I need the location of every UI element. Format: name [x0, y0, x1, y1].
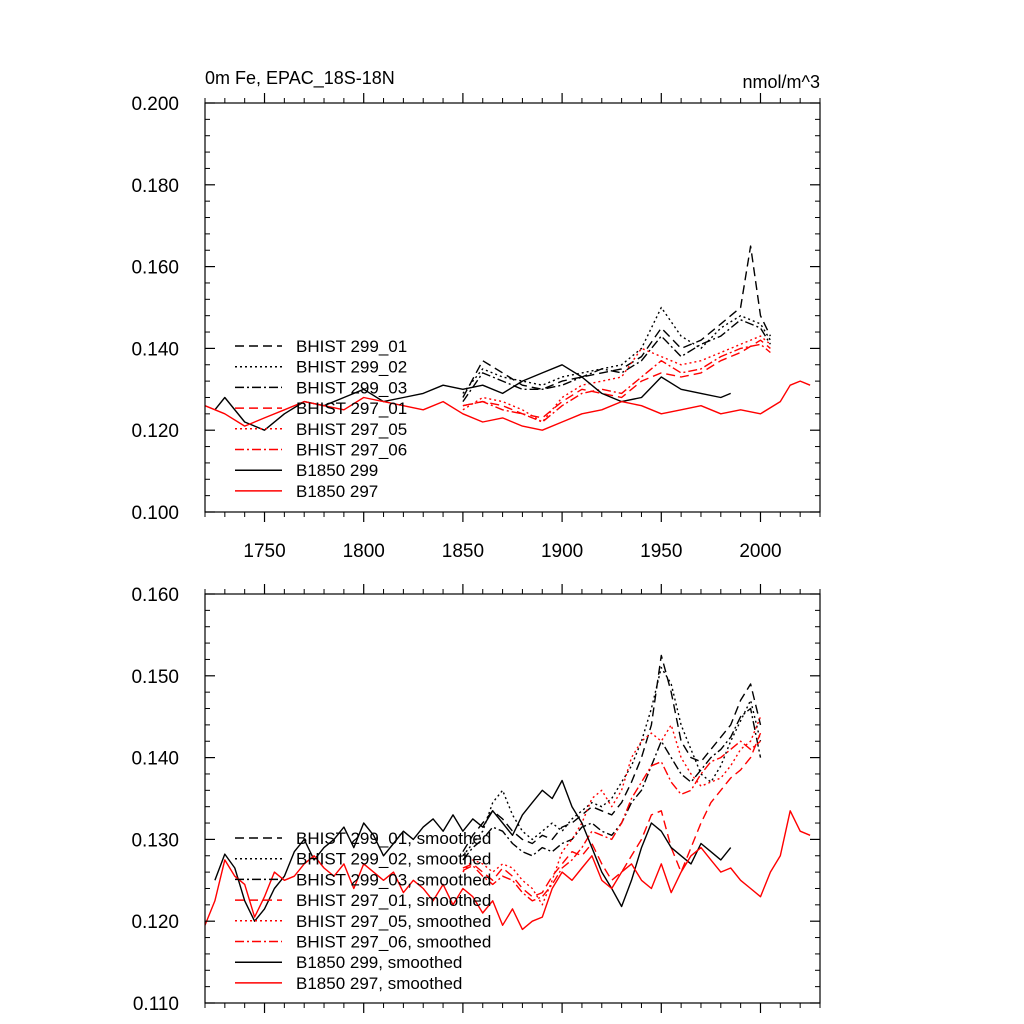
bottom-panel: 0.110 0.120 0.130 0.140 0.150 0.160 BHIST 299… — [131, 584, 821, 1015]
series-line-6 — [214, 364, 731, 431]
x-tick-label: 1900 — [541, 541, 583, 562]
legend-label-0: BHIST 299_01 — [296, 337, 407, 356]
x-tick-label: 1950 — [640, 541, 682, 562]
series-line-5 — [462, 740, 761, 902]
series-lines — [205, 245, 811, 431]
legend-label-2: BHIST 299_03, smoothed — [296, 870, 491, 889]
x-tick-label: 2000 — [739, 541, 781, 562]
y-tick-label: 0.140 — [131, 749, 179, 770]
legend-label-7: B1850 297, smoothed — [296, 974, 462, 993]
y-tick-label: 0.160 — [131, 258, 179, 279]
y-tick-label: 0.150 — [131, 667, 179, 688]
series-line-4 — [462, 716, 762, 906]
chart-title: 0m Fe, EPAC_18S-18N — [205, 68, 395, 89]
series-line-7 — [205, 810, 811, 931]
x-tick-label: 1800 — [343, 541, 385, 562]
x-tick-label: 1750 — [243, 541, 285, 562]
legend-label-4: BHIST 297_05, smoothed — [296, 912, 491, 931]
legend-label-1: BHIST 299_02 — [296, 358, 407, 377]
y-tick-label: 0.110 — [133, 994, 179, 1015]
top-plot-area: 0.100 0.120 0.140 0.160 0.180 0.200 1750 1800 18… — [131, 93, 821, 562]
legend-label-3: BHIST 297_01, smoothed — [296, 891, 491, 910]
series-line-2 — [462, 707, 762, 861]
series-line-1 — [462, 306, 771, 394]
series-lines — [205, 654, 811, 931]
legend-label-1: BHIST 299_02, smoothed — [296, 850, 491, 869]
series-line-2 — [462, 319, 771, 402]
series-line-6 — [214, 779, 732, 922]
legend-label-6: B1850 299 — [296, 461, 378, 480]
y-tick-label: 0.160 — [131, 585, 179, 606]
series-line-3 — [462, 339, 771, 419]
x-tick-label: 1850 — [442, 541, 484, 562]
series-line-3 — [462, 732, 762, 898]
series-line-4 — [462, 335, 771, 423]
y-tick-label: 0.100 — [131, 503, 179, 524]
legend-label-5: BHIST 297_06 — [296, 441, 407, 460]
bottom-legend: BHIST 299_01, smoothed BHIST 299_02, smoo… — [235, 829, 491, 993]
legend-label-7: B1850 297 — [296, 482, 378, 501]
y-tick-label: 0.130 — [131, 830, 179, 851]
legend-label-2: BHIST 299_03 — [296, 378, 407, 397]
series-line-7 — [205, 380, 811, 431]
top-panel: 0m Fe, EPAC_18S-18N nmol/m^3 0.1000.1200… — [131, 68, 821, 562]
legend-label-4: BHIST 297_05 — [296, 420, 407, 439]
units-label: nmol/m^3 — [743, 72, 820, 92]
y-tick-label: 0.180 — [131, 176, 179, 197]
bottom-plot-area: 0.110 0.120 0.130 0.140 0.150 0.160 — [131, 584, 821, 1015]
plot-frame — [204, 593, 821, 1004]
legend-label-3: BHIST 297_01 — [296, 399, 407, 418]
legend-label-5: BHIST 297_06, smoothed — [296, 933, 491, 952]
plot-frame — [204, 102, 821, 513]
y-tick-label: 0.120 — [131, 421, 179, 442]
y-tick-label: 0.200 — [131, 94, 179, 115]
y-tick-label: 0.120 — [131, 912, 179, 933]
y-tick-label: 0.140 — [131, 339, 179, 360]
legend-label-6: B1850 299, smoothed — [296, 953, 462, 972]
series-line-0 — [462, 654, 762, 853]
legend-label-0: BHIST 299_01, smoothed — [296, 829, 491, 848]
series-line-5 — [462, 343, 771, 423]
